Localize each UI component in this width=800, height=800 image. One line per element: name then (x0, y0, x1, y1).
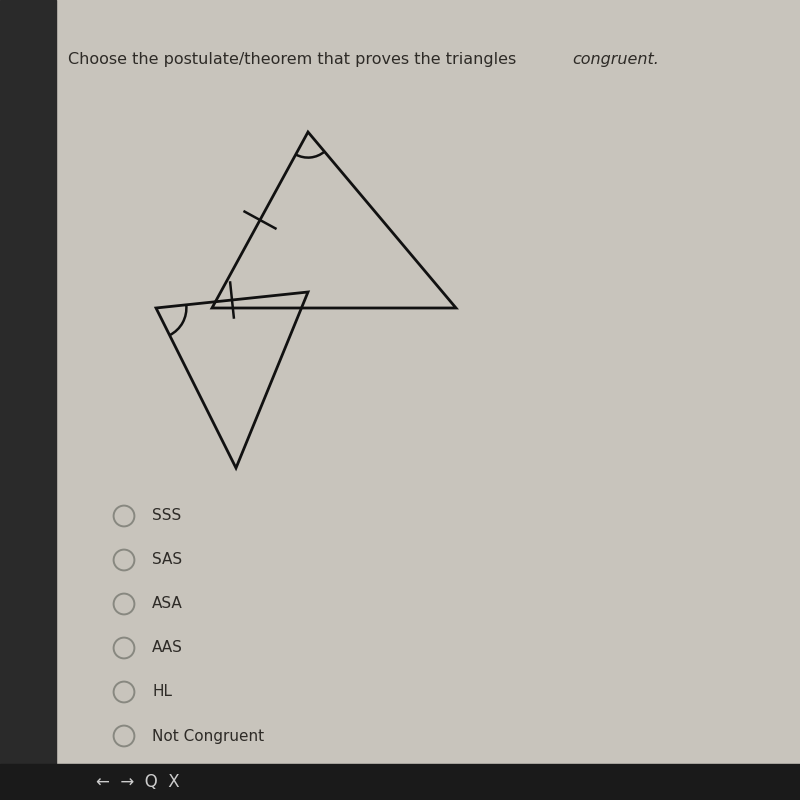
Text: Not Congruent: Not Congruent (152, 729, 264, 743)
Text: congruent.: congruent. (572, 52, 659, 67)
Bar (0, 0, 56, 800)
Text: HL: HL (152, 685, 172, 699)
Text: ←  →  Q  X: ← → Q X (96, 774, 180, 791)
Text: Choose the postulate/theorem that proves the triangles: Choose the postulate/theorem that proves… (68, 52, 522, 67)
Text: SSS: SSS (152, 509, 182, 523)
Text: SAS: SAS (152, 553, 182, 567)
Text: ASA: ASA (152, 597, 182, 611)
Text: AAS: AAS (152, 641, 183, 655)
Bar (0, 764, 800, 800)
